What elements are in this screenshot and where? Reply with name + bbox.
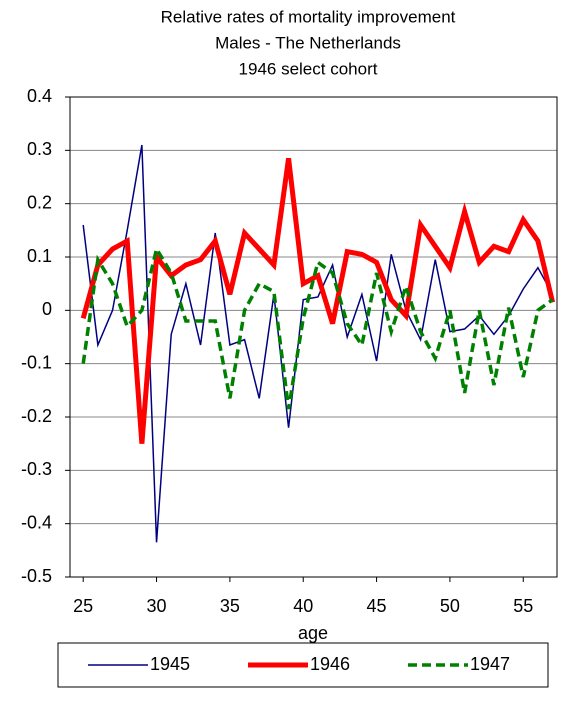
y-tick-label: 0.3 [27,139,52,159]
x-tick-label: 50 [440,596,460,616]
x-tick-label: 35 [220,596,240,616]
y-tick-label: -0.4 [21,512,52,532]
x-tick-label: 30 [147,596,167,616]
legend-label: 1945 [150,654,190,674]
y-tick-label: -0.5 [21,566,52,586]
y-tick-label: 0.1 [27,246,52,266]
x-tick-label: 45 [367,596,387,616]
x-tick-label: 25 [73,596,93,616]
plot-frame [69,96,558,578]
chart-title: Males - The Netherlands [215,33,401,52]
x-axis-label: age [298,623,328,643]
chart-title: 1946 select cohort [239,59,378,78]
y-tick-label: -0.3 [21,459,52,479]
chart-title: Relative rates of mortality improvement [161,7,456,26]
x-tick-label: 40 [293,596,313,616]
y-tick-label: 0 [42,299,52,319]
y-tick-label: -0.2 [21,406,52,426]
series-line [81,244,554,410]
series-line [80,157,556,444]
y-tick-label: 0.4 [27,86,52,106]
y-tick-label: -0.1 [21,352,52,372]
series-line [82,144,554,543]
y-tick-label: 0.2 [27,192,52,212]
legend-label: 1946 [310,654,350,674]
legend-label: 1947 [470,654,510,674]
x-tick-label: 55 [513,596,533,616]
